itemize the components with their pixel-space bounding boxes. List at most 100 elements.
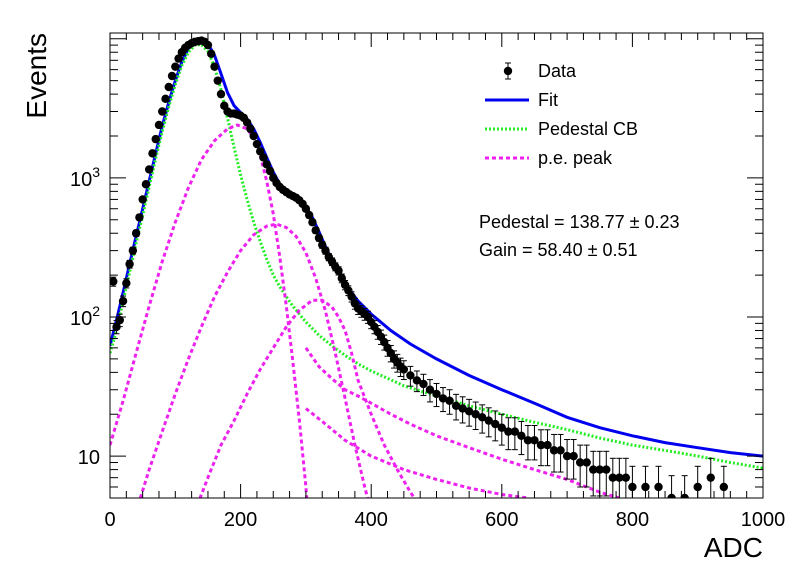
data-point (406, 365, 415, 387)
data-marker (680, 493, 689, 498)
data-marker (138, 195, 147, 204)
data-point (249, 131, 258, 141)
data-marker (321, 246, 330, 255)
x-tick-label: 600 (485, 509, 518, 531)
data-point (151, 134, 160, 144)
data-marker (154, 120, 164, 130)
data-point (497, 413, 506, 446)
data-marker (115, 315, 124, 325)
data-point (562, 439, 572, 480)
data-point (589, 450, 598, 497)
data-marker (167, 71, 177, 81)
data-marker (523, 436, 533, 445)
data-point (543, 429, 552, 467)
data-marker (344, 286, 353, 295)
data-point (144, 165, 154, 174)
pe-peak-curve-5 (198, 298, 417, 498)
data-marker (406, 371, 415, 380)
data-marker (144, 165, 154, 174)
data-point (304, 210, 314, 220)
data-marker (432, 389, 441, 399)
gain-annotation: Gain = 58.40 ± 0.51 (479, 240, 638, 260)
x-axis-title: ADC (704, 532, 763, 563)
data-marker (589, 465, 598, 474)
y-axis-title: Events (21, 33, 52, 119)
data-point (680, 475, 689, 498)
y-tick-label: 102 (70, 303, 100, 330)
data-point (438, 387, 448, 413)
data-marker (706, 473, 715, 482)
data-point (582, 444, 591, 488)
data-point (719, 465, 729, 498)
data-point (148, 149, 157, 158)
data-marker (131, 229, 141, 238)
data-marker (425, 385, 435, 394)
data-point (464, 398, 474, 427)
x-tick-label: 800 (616, 509, 649, 531)
data-point (608, 457, 618, 498)
data-marker (304, 210, 314, 220)
annotations: Pedestal = 138.77 ± 0.23 Gain = 58.40 ± 0… (479, 212, 680, 260)
data-marker (213, 76, 222, 85)
data-marker (216, 89, 226, 99)
data-marker (265, 166, 275, 176)
data-marker (484, 416, 493, 425)
data-marker (621, 473, 631, 482)
data-point (602, 450, 611, 497)
data-point (262, 160, 271, 169)
data-marker (334, 266, 343, 275)
y-tick-label: 10 (78, 447, 100, 469)
data-marker (451, 401, 461, 410)
data-point (118, 295, 128, 308)
data-point (491, 410, 500, 442)
data-marker (491, 419, 500, 429)
data-point (115, 313, 124, 328)
pe-peak-curve-4 (138, 222, 370, 498)
data-point (478, 404, 487, 434)
data-marker (504, 427, 513, 436)
data-marker (259, 153, 268, 162)
data-marker (128, 246, 138, 255)
data-marker (151, 134, 160, 144)
legend-label: Fit (538, 90, 558, 110)
data-point (203, 40, 213, 50)
data-marker (301, 204, 311, 213)
data-point (210, 62, 219, 71)
data-marker (510, 427, 520, 436)
x-tick-label: 0 (104, 509, 115, 531)
data-point (135, 213, 144, 222)
data-point (510, 417, 520, 451)
data-marker (464, 407, 474, 416)
data-marker (549, 446, 559, 455)
data-point (259, 153, 268, 162)
data-marker (158, 107, 167, 116)
data-point (575, 444, 585, 488)
data-point (556, 433, 565, 473)
data-marker (438, 394, 448, 403)
y-tick-label: 103 (70, 164, 100, 191)
data-marker (517, 431, 526, 440)
data-point (484, 407, 493, 438)
data-marker (595, 465, 604, 474)
data-point (161, 94, 170, 104)
data-point (451, 393, 461, 421)
data-marker (667, 493, 676, 498)
data-marker (164, 82, 173, 92)
data-point (167, 71, 177, 81)
data-point (216, 89, 226, 99)
data-marker (255, 147, 265, 156)
data-point (504, 417, 513, 451)
data-point (412, 370, 422, 393)
data-point (445, 389, 454, 415)
data-marker (141, 180, 151, 189)
data-point (164, 82, 173, 92)
data-point (549, 433, 559, 473)
data-point (432, 382, 441, 408)
data-point (154, 120, 164, 130)
legend: Data Fit Pedestal CB p.e. peak (485, 61, 638, 168)
data-point (419, 373, 428, 397)
data-point (517, 420, 526, 456)
data-point (141, 180, 151, 189)
